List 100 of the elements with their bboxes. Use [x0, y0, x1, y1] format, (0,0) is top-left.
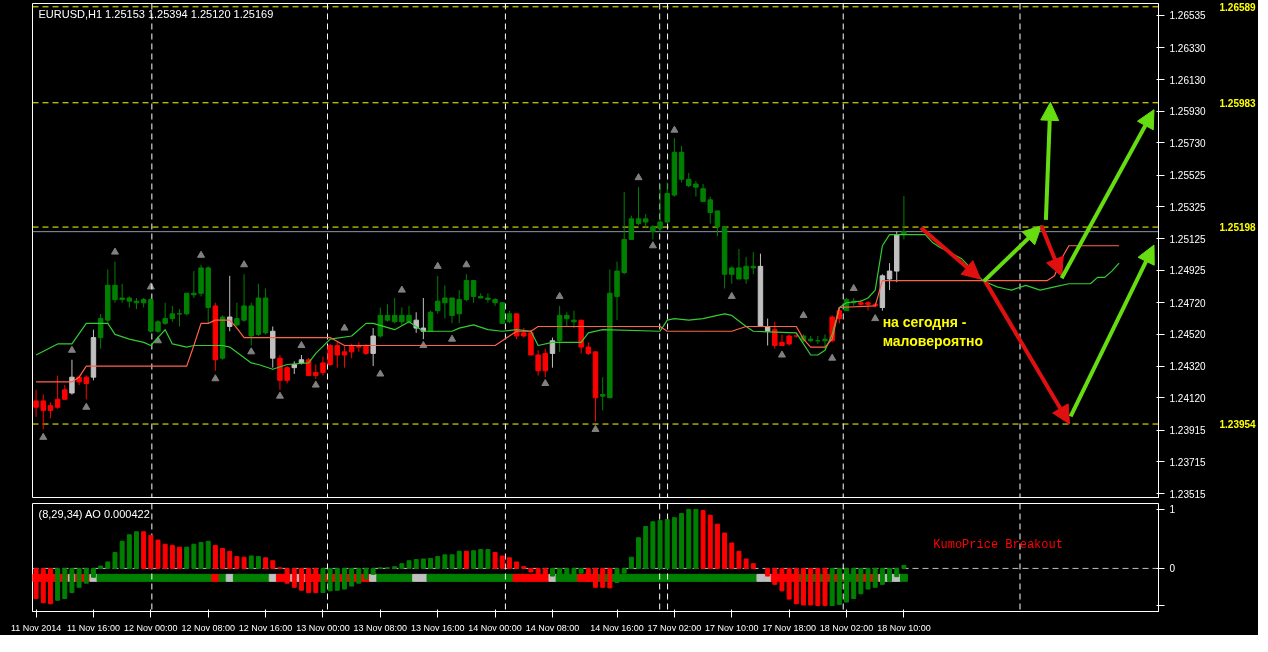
point	[311, 380, 320, 388]
point	[541, 378, 550, 387]
candlestick	[628, 215, 635, 240]
candlestick	[571, 310, 577, 329]
candlestick	[420, 297, 427, 340]
bar	[593, 567, 598, 588]
point	[727, 291, 736, 299]
bar	[872, 567, 878, 588]
candlestick	[377, 307, 384, 339]
bar	[793, 567, 799, 605]
x-tick-label: 13 Nov 08:00	[353, 622, 408, 633]
point	[634, 173, 643, 181]
candlestick	[886, 262, 893, 291]
bar	[607, 567, 613, 589]
candlestick	[370, 327, 376, 367]
point	[448, 334, 457, 342]
bar	[205, 540, 211, 569]
bar	[413, 559, 419, 569]
candlestick	[341, 345, 348, 369]
chart-title: (8,29,34) AO 0.000422	[38, 507, 150, 520]
bar	[650, 521, 656, 569]
point	[211, 374, 220, 382]
y-tick-label: 1.24720	[1169, 297, 1207, 309]
x-tick-label: 13 Nov 16:00	[410, 622, 465, 633]
bar	[169, 544, 175, 569]
candlestick	[714, 210, 721, 237]
y-tick-label: 1.25325	[1169, 201, 1207, 213]
bar	[184, 546, 190, 569]
bar	[334, 567, 340, 591]
bar	[485, 549, 491, 569]
x-tick-label: 12 Nov 00:00	[124, 622, 178, 633]
x-tick-label: 18 Nov 02:00	[819, 622, 874, 633]
ref-line-label: 1.25983	[1219, 97, 1257, 109]
candlestick	[463, 273, 470, 302]
x-tick-label: 17 Nov 18:00	[762, 622, 816, 633]
bar	[227, 550, 233, 569]
bar	[628, 556, 634, 569]
point	[777, 350, 786, 358]
bar	[679, 513, 685, 569]
bar	[722, 532, 728, 569]
bar	[700, 510, 706, 569]
y-tick-label: 1.26130	[1169, 74, 1207, 86]
y-tick-label: 0	[1169, 563, 1176, 575]
candlestick	[69, 359, 75, 396]
ref-line-label: 1.23954	[1219, 419, 1257, 431]
x-tick-label: 17 Nov 10:00	[705, 622, 759, 633]
bar	[270, 560, 276, 569]
bar	[62, 567, 68, 600]
bar	[693, 508, 699, 569]
x-tick-label: 11 Nov 2014	[10, 622, 62, 633]
bar	[657, 520, 663, 569]
bar	[865, 567, 871, 590]
bar	[822, 567, 828, 607]
bar	[636, 537, 641, 569]
bar	[248, 555, 254, 569]
bar	[786, 567, 792, 600]
y-tick-label: 1.25125	[1169, 233, 1207, 245]
bar	[801, 567, 806, 606]
bar	[671, 517, 677, 569]
candlestick	[470, 280, 477, 304]
bar	[492, 551, 498, 569]
candlestick	[822, 333, 828, 350]
bar	[134, 531, 139, 569]
bar	[55, 567, 61, 601]
bar	[212, 544, 218, 569]
bar	[98, 565, 104, 569]
y-tick-label: 1.24520	[1169, 329, 1207, 341]
point	[871, 314, 880, 322]
point	[297, 340, 306, 349]
point	[275, 391, 284, 399]
point	[849, 283, 858, 292]
bar	[342, 567, 347, 590]
bar	[815, 567, 821, 607]
y-tick-label: 1.25730	[1169, 137, 1207, 149]
bar	[399, 563, 405, 569]
candlestick	[54, 375, 61, 410]
bar	[729, 542, 735, 569]
annotation: KumoPrice Breakout	[933, 538, 1063, 553]
point	[670, 125, 679, 133]
y-tick-label: 1.23915	[1169, 425, 1207, 437]
bar	[750, 563, 756, 569]
point	[397, 285, 406, 293]
bar	[428, 557, 434, 569]
bar	[191, 543, 197, 569]
x-tick-label: 12 Nov 16:00	[238, 622, 293, 633]
y-tick-label: 1.25930	[1169, 106, 1207, 118]
point	[340, 323, 349, 331]
bar	[406, 560, 412, 569]
y-tick-label: 1.24120	[1169, 392, 1207, 404]
bar	[148, 534, 154, 569]
candlestick	[499, 302, 505, 324]
x-tick-label: 18 Nov 10:00	[877, 622, 931, 633]
bar	[349, 567, 355, 587]
x-tick-label: 14 Nov 00:00	[468, 622, 522, 633]
point	[799, 310, 808, 318]
bar	[220, 547, 226, 569]
y-tick-label: 1.26330	[1169, 42, 1207, 54]
candlestick	[635, 186, 642, 226]
bar	[420, 558, 426, 569]
bar	[901, 564, 907, 569]
